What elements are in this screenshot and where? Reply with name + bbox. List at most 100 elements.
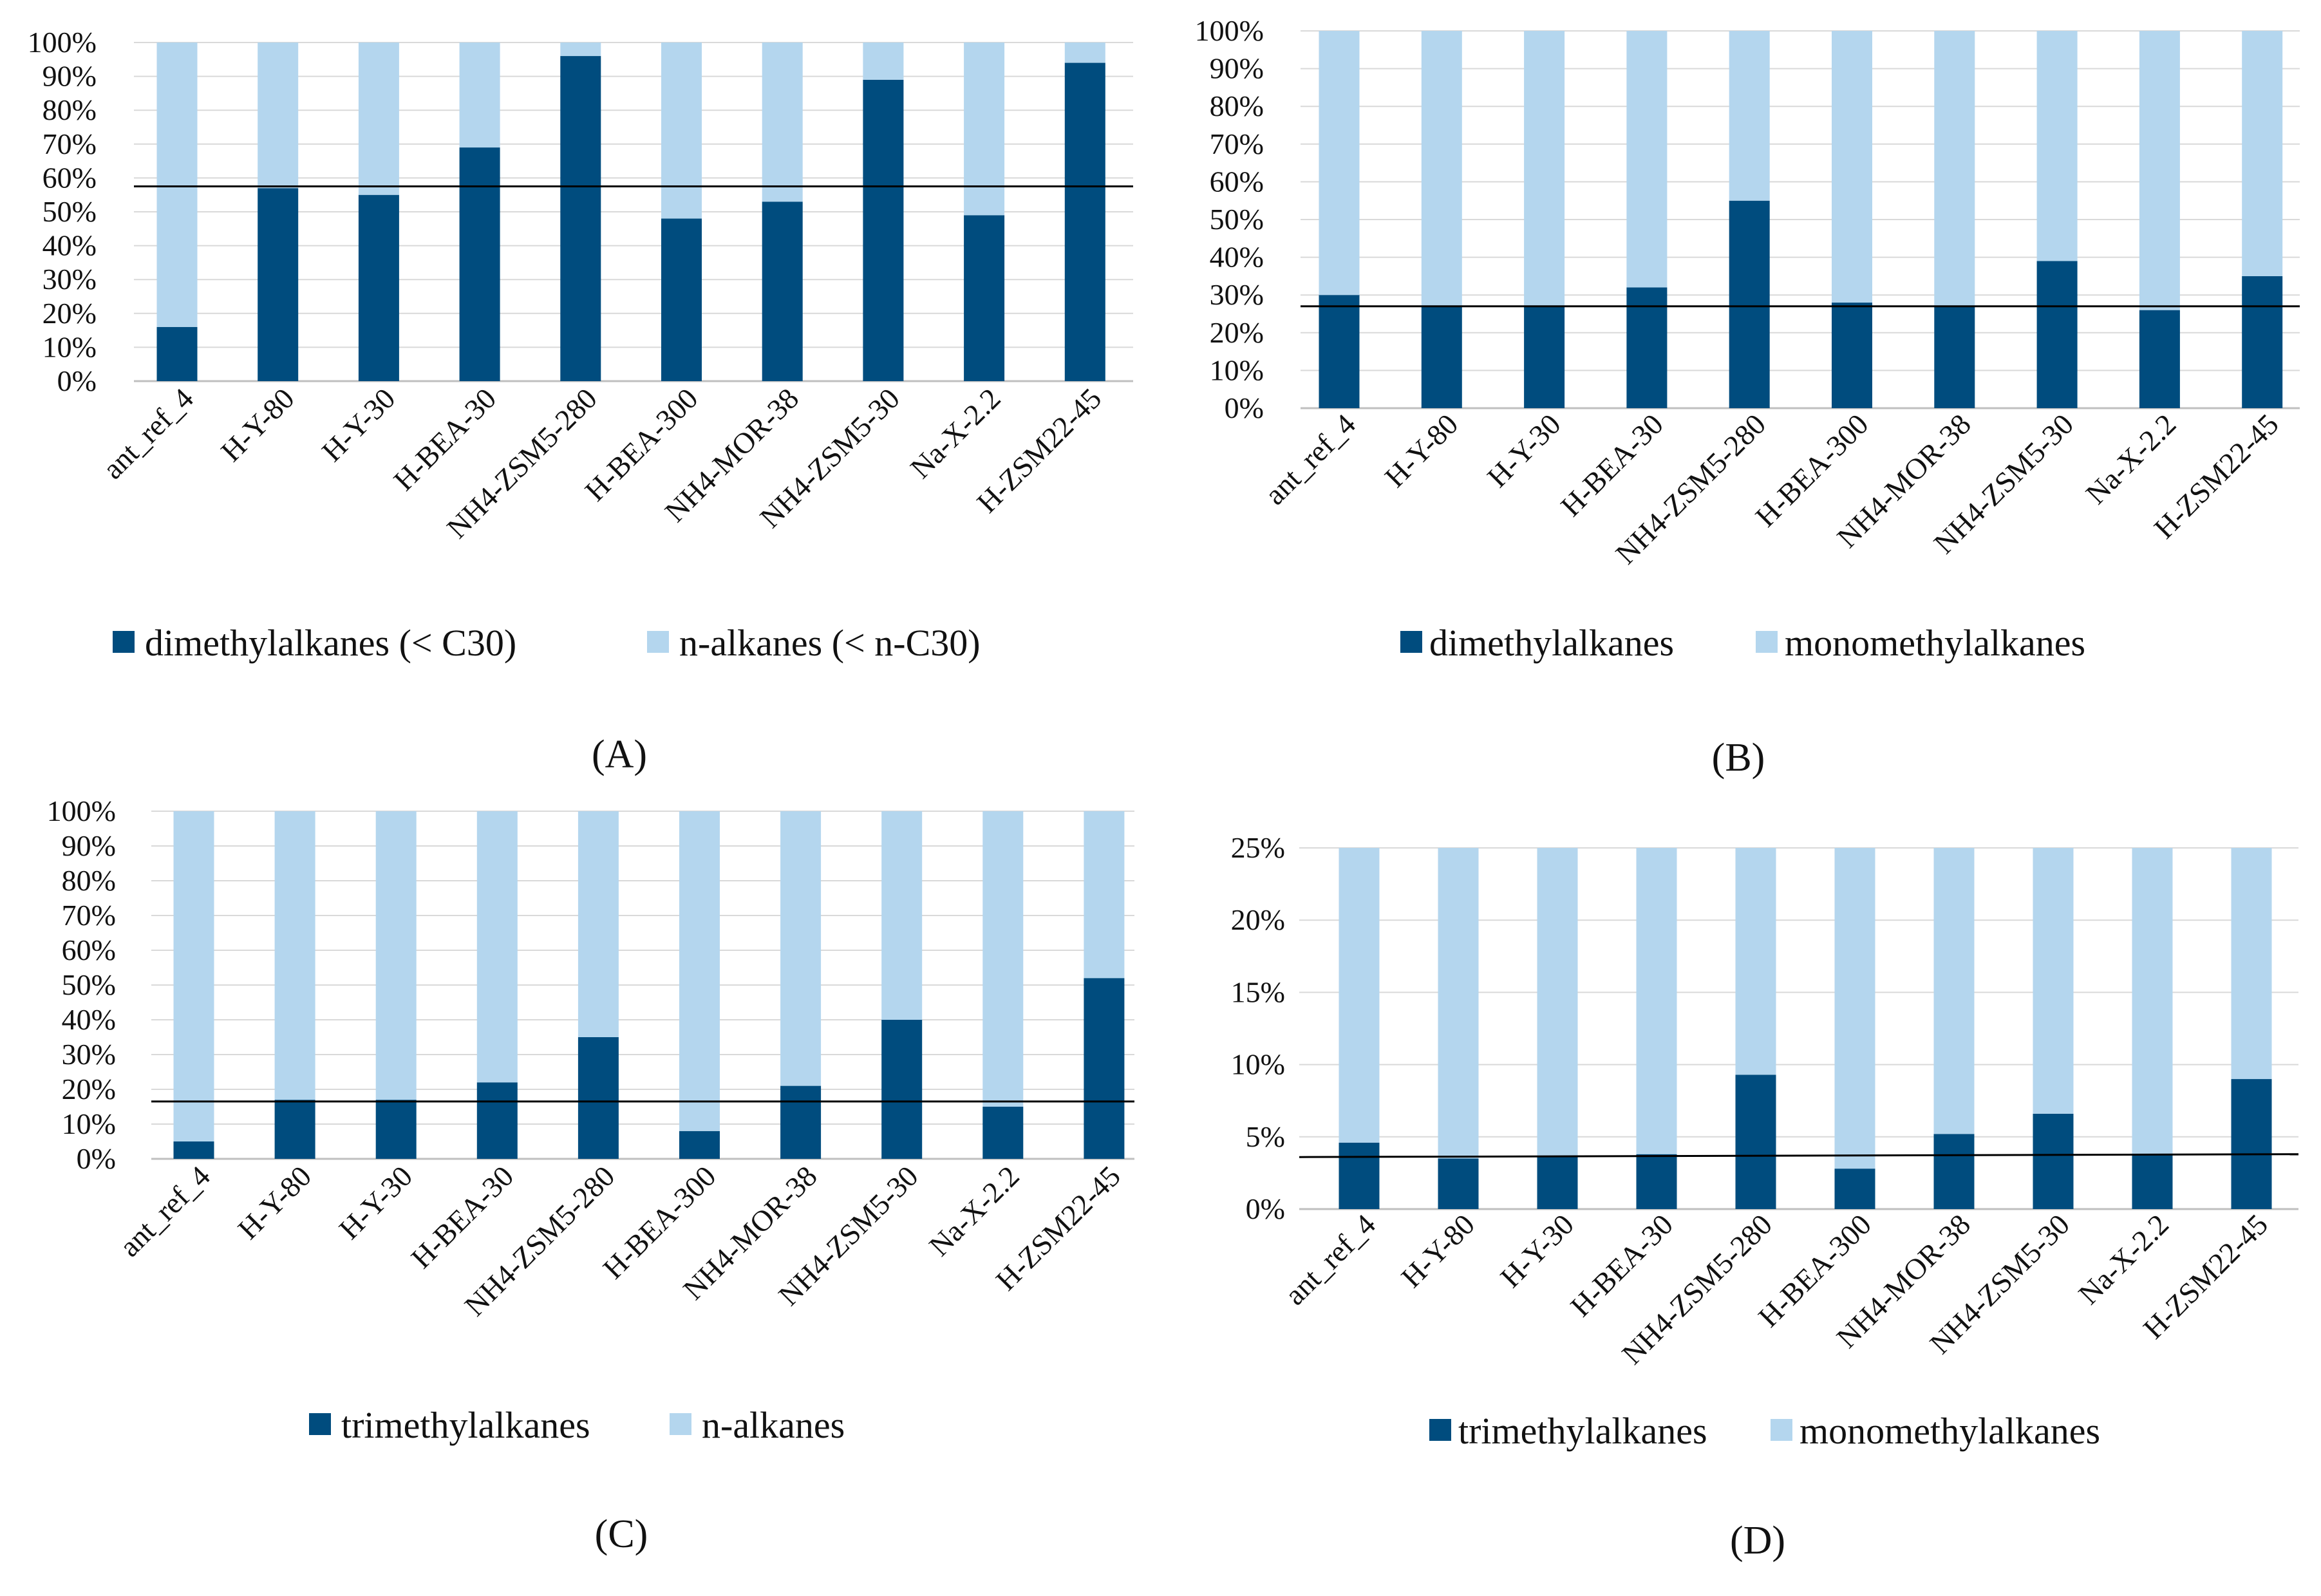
bar-lower-segment	[1084, 978, 1125, 1159]
bar-upper-segment	[2242, 31, 2283, 276]
bar-upper-segment	[863, 42, 904, 80]
bar-upper-segment	[1729, 31, 1770, 201]
x-category-label: Na-X-2.2	[923, 1159, 1026, 1263]
bar-lower-segment	[1735, 1075, 1776, 1209]
bar-upper-segment	[560, 42, 601, 57]
y-tick-label: 100%	[1195, 14, 1264, 47]
bar-lower-segment	[2033, 1113, 2074, 1209]
x-category-label: Na-X-2.2	[2080, 408, 2183, 511]
bar-lower-segment	[274, 1100, 315, 1159]
bar-lower-segment	[1636, 1154, 1677, 1209]
x-category-label: Na-X-2.2	[2072, 1208, 2175, 1311]
bar-lower-segment	[964, 215, 1005, 381]
bar-upper-segment	[1834, 848, 1875, 1169]
y-tick-label: 20%	[62, 1073, 116, 1105]
y-tick-label: 10%	[1210, 353, 1264, 386]
bar-lower-segment	[1729, 200, 1770, 408]
bar-upper-segment	[375, 811, 417, 1100]
bar-upper-segment	[476, 811, 518, 1083]
y-tick-label: 0%	[1225, 391, 1264, 424]
legend-swatch	[1400, 631, 1422, 653]
bar-upper-segment	[1735, 848, 1776, 1075]
chart-panel-1: 0%10%20%30%40%50%60%70%80%90%100% ant_ref…	[28, 26, 1133, 776]
bar-upper-segment	[881, 811, 923, 1020]
bar-upper-segment	[982, 811, 1024, 1107]
bar-lower-segment	[2139, 310, 2180, 408]
x-category-label: H-Y-80	[1395, 1208, 1481, 1294]
bar-upper-segment	[1438, 848, 1479, 1159]
bar-lower-segment	[780, 1085, 822, 1159]
legend-swatch	[670, 1413, 691, 1435]
bar-lower-segment	[881, 1020, 923, 1159]
bar-lower-segment	[1537, 1157, 1578, 1209]
y-tick-label: 80%	[42, 93, 97, 126]
y-tick-label: 80%	[62, 864, 116, 897]
bar-upper-segment	[1933, 848, 1975, 1134]
bar-upper-segment	[964, 42, 1005, 216]
legend-entry: monomethylalkanes	[1799, 1410, 2100, 1452]
bar-lower-segment	[1319, 295, 1360, 408]
bar-upper-segment	[1636, 848, 1677, 1154]
legend-swatch	[1771, 1419, 1792, 1441]
bar-lower-segment	[1438, 1158, 1479, 1209]
bar-lower-segment	[2132, 1154, 2173, 1209]
bar-upper-segment	[1421, 31, 1462, 306]
y-tick-label: 5%	[1246, 1120, 1285, 1153]
bar-lower-segment	[1832, 302, 1872, 408]
y-tick-label: 90%	[62, 829, 116, 862]
x-category-label: Na-X-2.2	[904, 382, 1007, 485]
legend-swatch	[1429, 1419, 1451, 1441]
x-category-label: ant_ref_4	[113, 1159, 216, 1263]
bar-upper-segment	[762, 42, 803, 202]
bar-upper-segment	[2231, 848, 2272, 1080]
bar-lower-segment	[1834, 1169, 1875, 1209]
bar-upper-segment	[1626, 31, 1668, 288]
y-tick-label: 60%	[1210, 165, 1264, 198]
bar-upper-segment	[1832, 31, 1872, 303]
y-tick-label: 25%	[1231, 831, 1285, 864]
y-tick-label: 40%	[42, 229, 97, 262]
bar-upper-segment	[578, 811, 619, 1037]
bar-lower-segment	[679, 1131, 720, 1159]
bar-lower-segment	[863, 79, 904, 382]
bar-lower-segment	[156, 326, 198, 381]
bar-lower-segment	[762, 202, 803, 381]
bar-upper-segment	[2139, 31, 2180, 310]
legend-entry: n-alkanes	[702, 1404, 845, 1446]
reference-line	[1299, 1153, 2299, 1158]
bar-upper-segment	[2033, 848, 2074, 1114]
bar-upper-segment	[258, 42, 299, 189]
bar-lower-segment	[982, 1107, 1024, 1159]
bar-lower-segment	[578, 1037, 619, 1159]
y-tick-label: 50%	[62, 968, 116, 1001]
y-tick-label: 10%	[42, 330, 97, 363]
bar-upper-segment	[173, 811, 214, 1141]
panel-label: (D)	[1730, 1519, 1785, 1563]
bar-upper-segment	[2132, 848, 2173, 1154]
bar-lower-segment	[1934, 306, 1975, 408]
legend-swatch	[1756, 631, 1778, 653]
x-category-label: H-Y-30	[1481, 408, 1567, 494]
chart-panel-4: 0%5%10%15%20%25%ant_ref_4 H-Y-80 H-Y-30H-B…	[1231, 831, 2299, 1563]
bar-upper-segment	[1064, 42, 1105, 63]
bar-lower-segment	[1933, 1134, 1975, 1209]
x-category-label: ant_ref_4	[1278, 1208, 1382, 1311]
legend-swatch	[647, 631, 669, 653]
bar-lower-segment	[173, 1141, 214, 1159]
y-tick-label: 10%	[62, 1107, 116, 1140]
bar-lower-segment	[1421, 306, 1462, 408]
bar-lower-segment	[560, 56, 601, 381]
panel-label: (A)	[592, 733, 647, 776]
bar-upper-segment	[1339, 848, 1380, 1143]
y-tick-label: 80%	[1210, 89, 1264, 122]
legend-entry: n-alkanes (< n-C30)	[679, 622, 981, 664]
bar-lower-segment	[1524, 306, 1565, 408]
panel-label: (B)	[1712, 736, 1765, 780]
x-category-label: ant_ref_4	[1258, 408, 1362, 511]
bar-upper-segment	[459, 42, 500, 148]
bar-lower-segment	[476, 1082, 518, 1159]
legend-entry: trimethylalkanes	[1458, 1410, 1707, 1452]
y-tick-label: 60%	[42, 161, 97, 194]
bar-upper-segment	[2036, 31, 2078, 261]
bar-upper-segment	[661, 42, 702, 219]
